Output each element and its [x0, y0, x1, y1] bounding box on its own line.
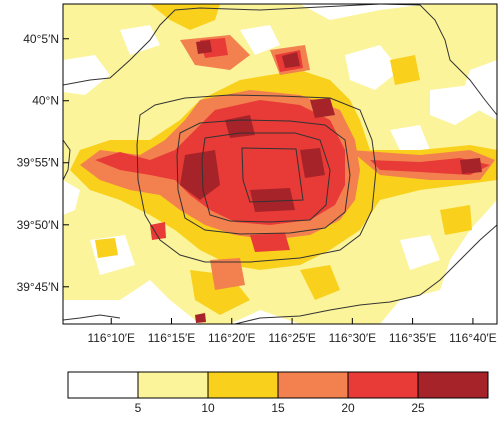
lon-tick-label: 116°30′E: [329, 331, 377, 345]
lon-tick-label: 116°40′E: [449, 331, 497, 345]
lon-tick-label: 116°15′E: [148, 331, 196, 345]
legend-swatch: [417, 371, 489, 399]
legend-label: 5: [135, 401, 142, 415]
legend-swatch: [277, 371, 349, 399]
lat-axis: 40°5′N 40°N 39°55′N 39°50′N 39°45′N: [17, 32, 69, 294]
ring-road-6: [136, 94, 377, 263]
ring-road-5: [176, 119, 351, 235]
legend-swatch: [207, 371, 279, 399]
lat-tick-label: 40°N: [32, 94, 59, 108]
lon-tick-label: 116°20′E: [208, 331, 256, 345]
boundary-line-south: [63, 314, 121, 321]
lon-tick-label: 116°25′E: [268, 331, 316, 345]
legend-swatch: [67, 371, 139, 399]
lon-tick-label: 116°10′E: [87, 331, 135, 345]
legend-label: 10: [201, 401, 215, 415]
heatmap-field: [63, 4, 497, 324]
lon-axis: 116°10′E 116°15′E 116°20′E 116°25′E 116°30′E…: [87, 318, 497, 345]
ring-road-4: [201, 132, 331, 223]
lat-tick-label: 39°55′N: [17, 156, 59, 170]
lat-tick-label: 39°50′N: [17, 218, 59, 232]
ring-road-3: [241, 147, 304, 203]
lat-tick-label: 39°45′N: [17, 280, 59, 294]
legend-label: 20: [341, 401, 355, 415]
legend-label: 15: [271, 401, 285, 415]
legend-swatch: [347, 371, 419, 399]
legend-label: 25: [411, 401, 425, 415]
lat-tick-label: 40°5′N: [23, 32, 59, 46]
colorbar-legend: 5 10 15 20 25: [67, 371, 489, 415]
boundary-line: [63, 4, 497, 324]
ring-roads: [136, 94, 377, 263]
band-25-plus: [180, 40, 482, 323]
lon-tick-label: 116°35′E: [389, 331, 437, 345]
legend-swatch: [137, 371, 209, 399]
plot-frame: [62, 3, 498, 325]
